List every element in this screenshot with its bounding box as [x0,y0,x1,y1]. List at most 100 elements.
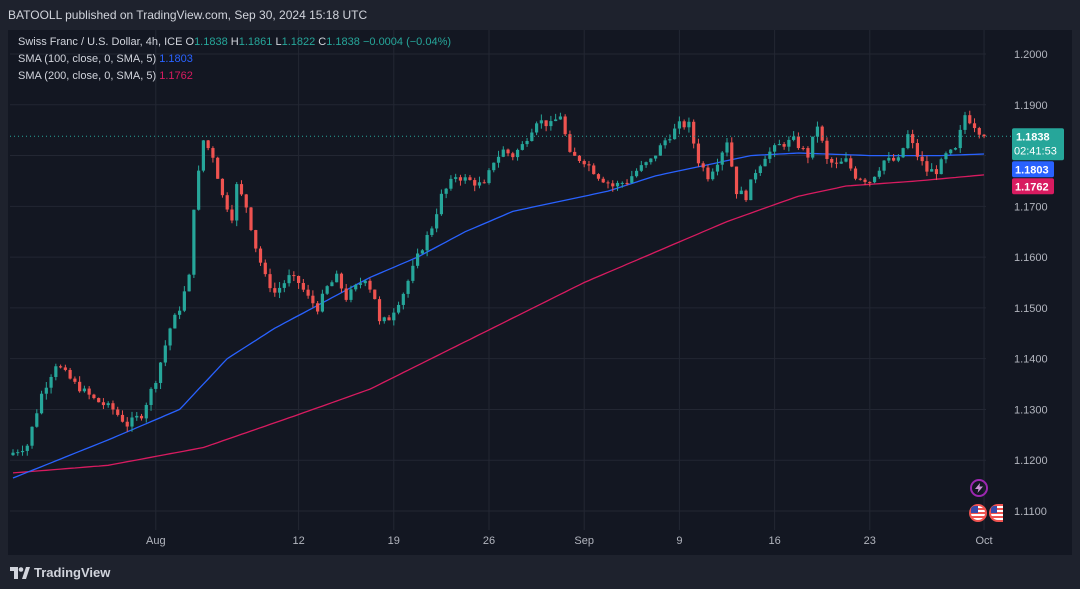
candle [387,314,391,321]
candle-body [111,403,115,410]
price-axis[interactable]: 1.20001.19001.18001.17001.16001.15001.14… [1014,49,1048,518]
candle-body [439,193,443,215]
candle [430,226,434,237]
candle [411,260,415,284]
candle [39,390,44,415]
candle [273,282,277,297]
candle-body [844,158,848,162]
candle [968,110,972,125]
candle [35,409,39,428]
candle-body [825,140,829,159]
sma-100-line [12,152,985,479]
candle [782,142,786,150]
candle [473,177,477,192]
candle [692,119,696,149]
low-label: L [275,36,282,48]
candle-body [949,149,953,154]
x-tick-label: 19 [388,535,400,547]
candle [977,126,981,139]
us-flag-event-icon[interactable] [969,504,987,522]
candle [654,155,658,162]
candle [230,204,234,224]
sma-100-legend[interactable]: SMA (100, close, 0, SMA, 5) 1.1803 [18,53,193,65]
candle-body [149,388,153,405]
candle-body [382,317,386,322]
candle-body [263,262,267,275]
us-flag-event-icon-2[interactable] [989,504,1003,522]
candle-body [354,284,358,290]
candle [277,282,282,299]
y-tick-label: 1.1900 [1014,100,1048,112]
tradingview-logo[interactable]: TradingView [10,565,110,580]
candle-body [458,177,463,181]
candle [830,157,834,168]
publisher-text: BATOOLL published on TradingView.com, Se… [8,8,368,22]
lightning-event-icon[interactable] [970,479,988,497]
candle-body [78,381,82,392]
candle [630,170,634,184]
candle [244,193,248,213]
candle-body [54,366,58,377]
candle-body [577,155,582,162]
candle [625,179,629,186]
candle [611,180,615,192]
candle-body [939,159,943,175]
candle-body [425,234,429,251]
candle [368,278,372,293]
candle-body [558,116,562,120]
candle [268,268,272,293]
candle [906,130,910,150]
price-chart[interactable]: 1.20001.19001.18001.17001.16001.15001.14… [8,30,1072,555]
candle-body [135,415,139,418]
candle [858,177,862,181]
candle [620,181,624,188]
candle-body [301,282,305,290]
candle [263,259,267,277]
candle-body [820,126,824,141]
candle-body [639,165,643,171]
candle-body [753,173,758,180]
candle-body [282,283,286,288]
candle-body [11,452,15,456]
time-axis[interactable]: Aug 12 19 26 Sep 9 16 23 Oct [146,535,993,547]
candle-body [715,164,720,172]
sma-200-legend[interactable]: SMA (200, close, 0, SMA, 5) 1.1762 [18,70,193,82]
candle [144,402,148,423]
candle [949,149,953,155]
candle [525,138,529,147]
candle-body [430,228,434,235]
chart-panel[interactable]: 1.20001.19001.18001.17001.16001.15001.14… [8,30,1072,555]
candle-body [335,273,339,283]
candle [182,286,186,313]
candle [839,158,843,164]
candle [758,164,762,176]
candle [225,192,229,213]
candle [78,376,82,393]
candle-body [25,445,29,451]
candle-body [273,288,277,293]
candle [468,174,472,181]
candle [811,136,815,160]
candle [292,271,296,282]
candle [682,119,686,130]
candle-body [944,153,948,160]
candle-body [649,158,653,163]
candle-body [544,120,548,127]
candle [806,146,810,164]
y-tick-label: 1.1200 [1014,455,1048,467]
candle-body [154,382,158,389]
candle [297,275,301,289]
candle [544,120,548,132]
candle [634,168,639,178]
x-tick-label: Oct [975,535,992,547]
symbol-legend[interactable]: Swiss Franc / U.S. Dollar, 4h, ICE O1.18… [18,36,451,48]
candle [925,155,929,177]
candle-body [830,158,834,163]
candle-body [763,158,767,167]
candle-body [339,273,344,289]
candle [120,410,125,423]
candle [392,308,396,326]
candle-body [573,151,577,156]
candle-body [44,387,48,394]
candle-body [106,403,110,406]
